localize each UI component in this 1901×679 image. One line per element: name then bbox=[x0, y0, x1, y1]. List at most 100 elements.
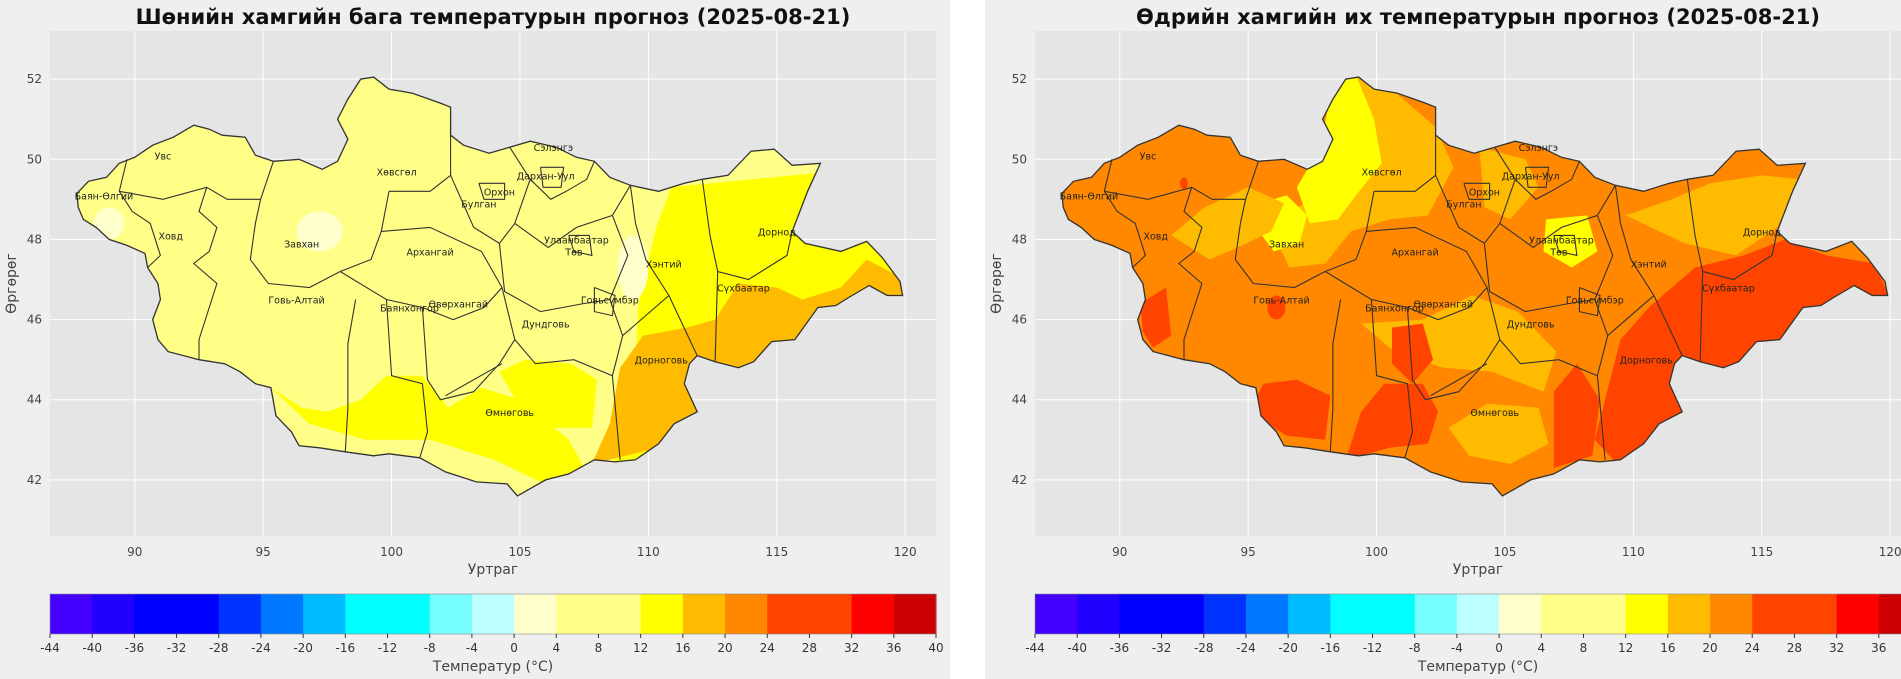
colorbar-tick-label: 24 bbox=[1745, 641, 1760, 655]
colorbar-tick-label: -16 bbox=[1321, 641, 1341, 655]
province-border bbox=[1483, 215, 1614, 313]
x-axis-label: Уртраг bbox=[1453, 562, 1503, 578]
colorbar-segment bbox=[598, 594, 642, 634]
province-border bbox=[1463, 182, 1491, 200]
colorbar-segment bbox=[1414, 594, 1458, 634]
province-label: Завхан bbox=[1269, 239, 1304, 250]
colorbar-tick-label: 8 bbox=[1580, 641, 1588, 655]
colorbar-tick-label: -44 bbox=[40, 641, 60, 655]
colorbar-segment bbox=[725, 594, 768, 634]
province-label: Улаанбаатар bbox=[544, 235, 609, 246]
x-tick-label: 105 bbox=[509, 545, 532, 559]
y-tick-label: 48 bbox=[27, 232, 42, 246]
x-tick-label: 115 bbox=[765, 545, 788, 559]
province-border bbox=[1524, 166, 1550, 188]
y-tick-label: 52 bbox=[1012, 72, 1027, 86]
colorbar-tick-label: 28 bbox=[1787, 641, 1802, 655]
temperature-zone bbox=[1553, 363, 1600, 468]
colorbar-tick-label: 0 bbox=[510, 641, 518, 655]
province-border bbox=[568, 234, 593, 257]
province-label: Сүхбаатар bbox=[717, 284, 770, 295]
colorbar-segment bbox=[514, 594, 557, 634]
province-label: Завхан bbox=[284, 239, 319, 250]
province-label: Хөвсгөл bbox=[377, 167, 417, 178]
colorbar-tick-label: -12 bbox=[378, 641, 398, 655]
province-label: Дорноговь bbox=[635, 356, 689, 367]
colorbar-segment bbox=[345, 594, 389, 634]
colorbar-tick-label: -24 bbox=[251, 641, 271, 655]
colorbar-segment bbox=[1625, 594, 1669, 634]
temperature-zone bbox=[1479, 147, 1539, 220]
x-tick-label: 110 bbox=[1622, 545, 1645, 559]
province-border bbox=[1430, 363, 1488, 397]
y-tick-label: 42 bbox=[27, 473, 42, 487]
temperature-zone bbox=[1625, 175, 1801, 256]
province-label: Баян-Өлгий bbox=[1060, 191, 1119, 202]
colorbar-segment bbox=[556, 594, 600, 634]
province-border bbox=[1578, 286, 1601, 317]
province-label: Дорнод bbox=[758, 227, 796, 238]
province-label: Сэлэнгэ bbox=[1519, 143, 1559, 154]
colorbar-tick-label: -32 bbox=[167, 641, 187, 655]
province-border bbox=[529, 161, 595, 200]
colorbar-tick-label: 32 bbox=[1829, 641, 1844, 655]
x-tick-label: 90 bbox=[127, 545, 142, 559]
province-label: Өвөрхангай bbox=[1414, 300, 1474, 311]
colorbar-tick-label: -40 bbox=[1067, 641, 1087, 655]
temperature-zone bbox=[1361, 295, 1557, 392]
colorbar-frame bbox=[49, 593, 937, 635]
colorbar-segment bbox=[1372, 594, 1416, 634]
colorbar-tick-label: -40 bbox=[82, 641, 102, 655]
colorbar-tick-label: 20 bbox=[1702, 641, 1717, 655]
y-tick-label: 52 bbox=[27, 72, 42, 86]
province-label: Говьсүмбэр bbox=[1566, 296, 1624, 307]
province-label: Дорноговь bbox=[1620, 356, 1674, 367]
colorbar-tick-label: 36 bbox=[886, 641, 901, 655]
colorbar-segment bbox=[1710, 594, 1753, 634]
temperature-zone bbox=[1345, 383, 1439, 460]
province-border bbox=[1499, 299, 1609, 377]
colorbar-segment bbox=[471, 594, 515, 634]
colorbar-tick-label: 0 bbox=[1495, 641, 1503, 655]
colorbar-tick-label: -4 bbox=[1451, 641, 1463, 655]
temperature-zone bbox=[1296, 77, 1382, 224]
colorbar-segment bbox=[1077, 594, 1120, 634]
province-border bbox=[385, 299, 429, 458]
colorbar-segment bbox=[303, 594, 346, 634]
province-label: Дархан-Уул bbox=[517, 171, 575, 182]
province-label: Увс bbox=[1140, 151, 1157, 162]
province-border bbox=[1699, 271, 1704, 362]
x-tick-label: 100 bbox=[380, 545, 403, 559]
province-label: Баянхонгор bbox=[1365, 304, 1424, 315]
province-label: Дорнод bbox=[1743, 227, 1781, 238]
province-border bbox=[344, 299, 357, 452]
temperature-zone bbox=[1180, 177, 1188, 190]
province-border bbox=[514, 299, 624, 377]
colorbar-segment bbox=[1878, 594, 1901, 634]
x-tick-label: 120 bbox=[894, 545, 917, 559]
province-border bbox=[1435, 146, 1516, 245]
province-label: Орхон bbox=[1469, 187, 1500, 198]
x-tick-label: 100 bbox=[1365, 545, 1388, 559]
y-axis-label: Өргөрөг bbox=[989, 253, 1005, 314]
colorbar-segment bbox=[809, 594, 853, 634]
province-border bbox=[1614, 185, 1683, 356]
colorbar-tick-label: 16 bbox=[675, 641, 690, 655]
colorbar-segment bbox=[1752, 594, 1796, 634]
colorbar-segment bbox=[1288, 594, 1331, 634]
colorbar-tick-label: -12 bbox=[1363, 641, 1383, 655]
province-label: Өвөрхангай bbox=[429, 300, 489, 311]
province-border bbox=[1177, 187, 1203, 360]
colorbar-segment bbox=[1836, 594, 1880, 634]
temperature-zone bbox=[1248, 379, 1331, 440]
province-border bbox=[1553, 234, 1578, 257]
temperature-zone bbox=[1594, 239, 1888, 468]
colorbar-tick-label: -20 bbox=[1278, 641, 1298, 655]
colorbar-tick-label: 20 bbox=[717, 641, 732, 655]
province-label: Хөвсгөл bbox=[1362, 167, 1402, 178]
temperature-zone bbox=[1140, 287, 1172, 348]
province-label: Дархан-Уул bbox=[1502, 171, 1560, 182]
x-tick-label: 120 bbox=[1879, 545, 1901, 559]
province-label: Төв bbox=[564, 247, 583, 258]
x-tick-label: 90 bbox=[1112, 545, 1127, 559]
